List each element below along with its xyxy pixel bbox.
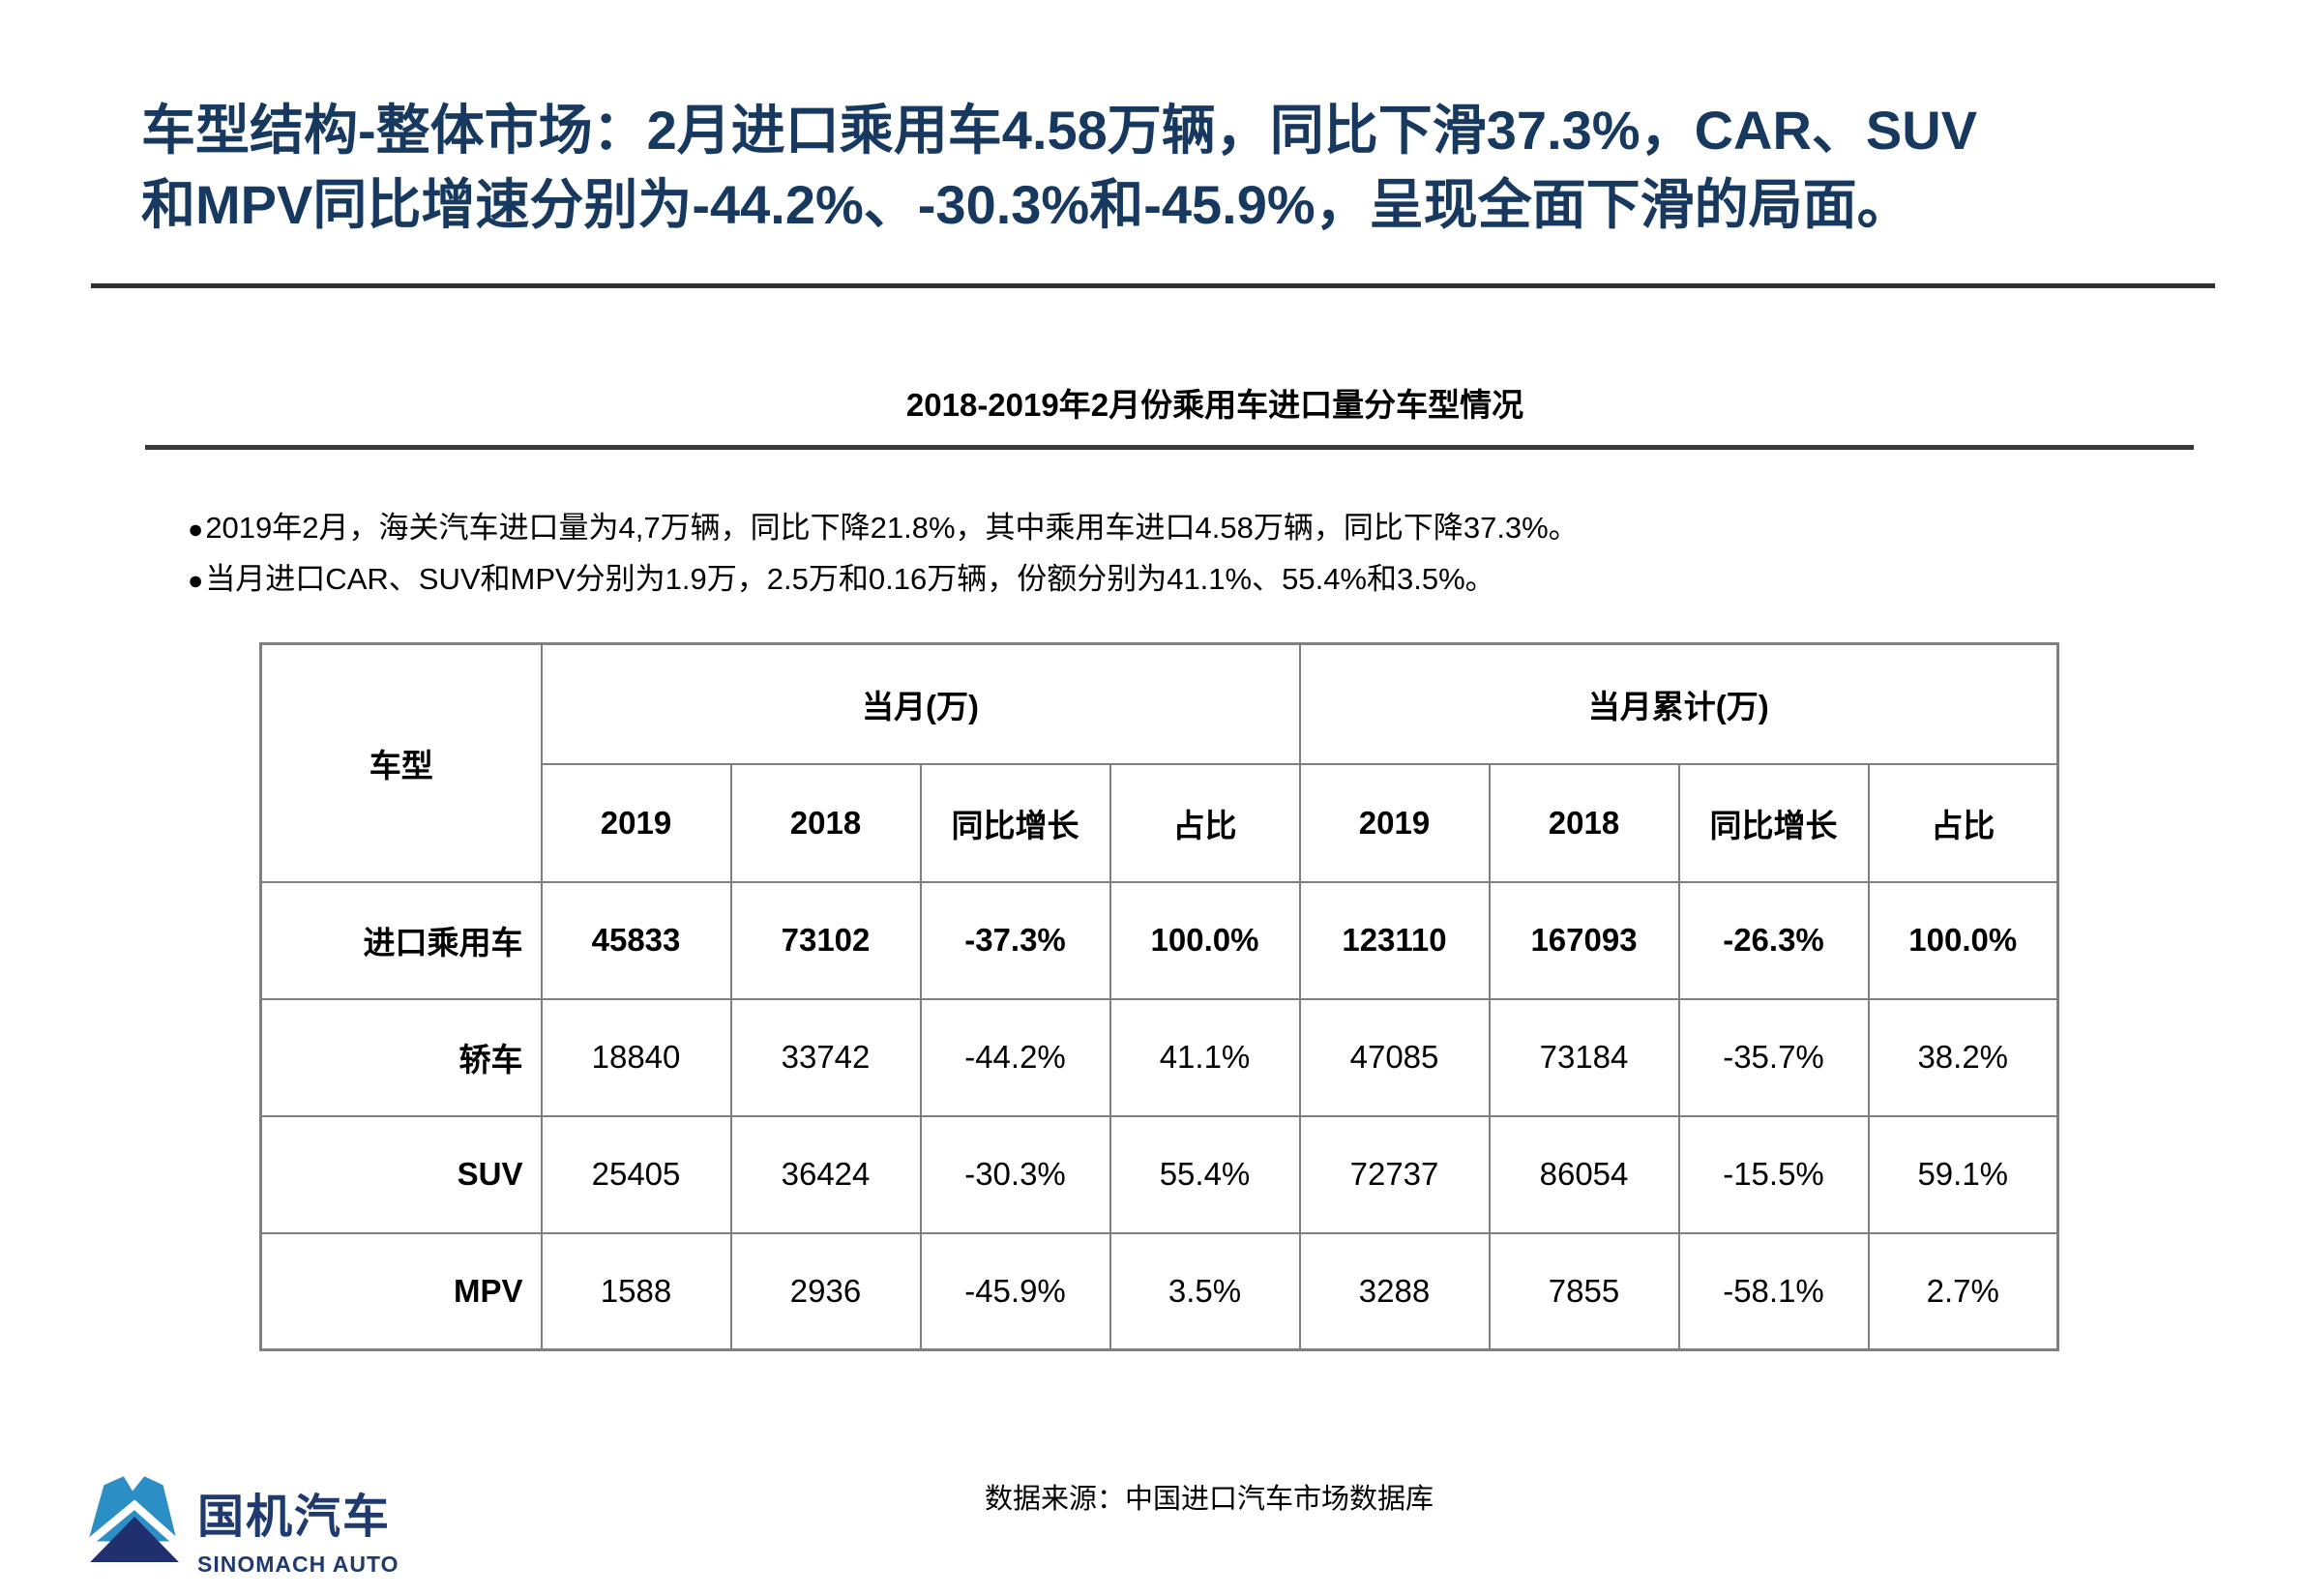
sub-header-share-cumulative: 占比 xyxy=(1867,762,2059,883)
table-cell: 3.5% xyxy=(1109,1231,1301,1351)
row-label: 轿车 xyxy=(259,997,543,1117)
col-header-vehicle-type: 车型 xyxy=(259,642,543,883)
table-cell: 41.1% xyxy=(1109,997,1301,1117)
title-divider xyxy=(91,283,2215,288)
table-cell: -15.5% xyxy=(1677,1114,1870,1234)
bullet-text: 当月进口CAR、SUV和MPV分别为1.9万，2.5万和0.16万辆，份额分别为… xyxy=(205,562,1495,596)
table-cell: 33742 xyxy=(729,997,922,1117)
sub-header-yoy-cumulative: 同比增长 xyxy=(1677,762,1870,883)
table-cell: 2936 xyxy=(729,1231,922,1351)
table-cell: 73184 xyxy=(1488,997,1680,1117)
table-cell: 18840 xyxy=(540,997,732,1117)
table-cell: 123110 xyxy=(1298,880,1491,1000)
table-cell: 1588 xyxy=(540,1231,732,1351)
sub-header-2018-cumulative: 2018 xyxy=(1488,762,1680,883)
bullet-list: ●2019年2月，海关汽车进口量为4,7万辆，同比下降21.8%，其中乘用车进口… xyxy=(188,503,1579,606)
logo-name-chinese: 国机汽车 xyxy=(197,1492,392,1543)
bullet-icon: ● xyxy=(188,515,204,544)
table-cell: -58.1% xyxy=(1677,1231,1870,1351)
table-row-suv: SUV 25405 36424 -30.3% 55.4% 72737 86054… xyxy=(259,1114,2059,1234)
page-title: 车型结构-整体市场：2月进口乘用车4.58万辆，同比下滑37.3%，CAR、SU… xyxy=(141,93,1977,243)
table-row-mpv: MPV 1588 2936 -45.9% 3.5% 3288 7855 -58.… xyxy=(259,1231,2059,1351)
table-cell: 59.1% xyxy=(1867,1114,2059,1234)
row-label: MPV xyxy=(259,1231,543,1351)
page-title-line2: 和MPV同比增速分别为-44.2%、-30.3%和-45.9%，呈现全面下滑的局… xyxy=(141,174,1911,236)
sinomach-logo: 国机汽车 SINOMACH AUTO xyxy=(83,1464,399,1578)
row-label: SUV xyxy=(259,1114,543,1234)
table-cell: -37.3% xyxy=(919,880,1111,1000)
row-label: 进口乘用车 xyxy=(259,880,543,1000)
sub-header-2019-current: 2019 xyxy=(540,762,732,883)
bullet-text: 2019年2月，海关汽车进口量为4,7万辆，同比下降21.8%，其中乘用车进口4… xyxy=(205,511,1579,545)
logo-text: 国机汽车 SINOMACH AUTO xyxy=(197,1464,399,1578)
table-cell: -26.3% xyxy=(1677,880,1870,1000)
table-cell: 55.4% xyxy=(1109,1114,1301,1234)
table-title: 2018-2019年2月份乘用车进口量分车型情况 xyxy=(905,387,1524,423)
bullet-item: ●2019年2月，海关汽车进口量为4,7万辆，同比下降21.8%，其中乘用车进口… xyxy=(188,503,1579,554)
table-cell: 25405 xyxy=(540,1114,732,1234)
table-cell: -30.3% xyxy=(919,1114,1111,1234)
logo-name-english: SINOMACH AUTO xyxy=(197,1552,399,1577)
table-cell: 45833 xyxy=(540,880,732,1000)
table-cell: -45.9% xyxy=(919,1231,1111,1351)
sub-header-2019-cumulative: 2019 xyxy=(1298,762,1491,883)
group-header-cumulative: 当月累计(万) xyxy=(1298,642,2059,765)
table-cell: 7855 xyxy=(1488,1231,1680,1351)
table-cell: -44.2% xyxy=(919,997,1111,1117)
import-volume-table: 车型 当月(万) 当月累计(万) 2019 2018 同比增长 占比 2019 … xyxy=(259,642,2059,1351)
table-cell: 72737 xyxy=(1298,1114,1491,1234)
table-row-car: 轿车 18840 33742 -44.2% 41.1% 47085 73184 … xyxy=(259,997,2059,1117)
table-cell: 47085 xyxy=(1298,997,1491,1117)
sub-header-2018-current: 2018 xyxy=(729,762,922,883)
table-cell: 3288 xyxy=(1298,1231,1491,1351)
data-source-note: 数据来源：中国进口汽车市场数据库 xyxy=(984,1484,1434,1515)
bullet-icon: ● xyxy=(188,566,204,595)
table-cell: 38.2% xyxy=(1867,997,2059,1117)
caption-divider xyxy=(145,445,2194,450)
table-cell: 167093 xyxy=(1488,880,1680,1000)
table-cell: 86054 xyxy=(1488,1114,1680,1234)
table-cell: 36424 xyxy=(729,1114,922,1234)
bullet-item: ●当月进口CAR、SUV和MPV分别为1.9万，2.5万和0.16万辆，份额分别… xyxy=(188,554,1579,606)
sub-header-yoy-current: 同比增长 xyxy=(919,762,1111,883)
sinomach-mountain-icon xyxy=(83,1476,182,1562)
table-cell: 100.0% xyxy=(1867,880,2059,1000)
group-header-current-month: 当月(万) xyxy=(540,642,1301,765)
sub-header-share-current: 占比 xyxy=(1109,762,1301,883)
table-row-total: 进口乘用车 45833 73102 -37.3% 100.0% 123110 1… xyxy=(259,880,2059,1000)
table-cell: 2.7% xyxy=(1867,1231,2059,1351)
table-cell: 73102 xyxy=(729,880,922,1000)
table-cell: -35.7% xyxy=(1677,997,1870,1117)
table-cell: 100.0% xyxy=(1109,880,1301,1000)
page-title-line1: 车型结构-整体市场：2月进口乘用车4.58万辆，同比下滑37.3%，CAR、SU… xyxy=(141,100,1978,161)
